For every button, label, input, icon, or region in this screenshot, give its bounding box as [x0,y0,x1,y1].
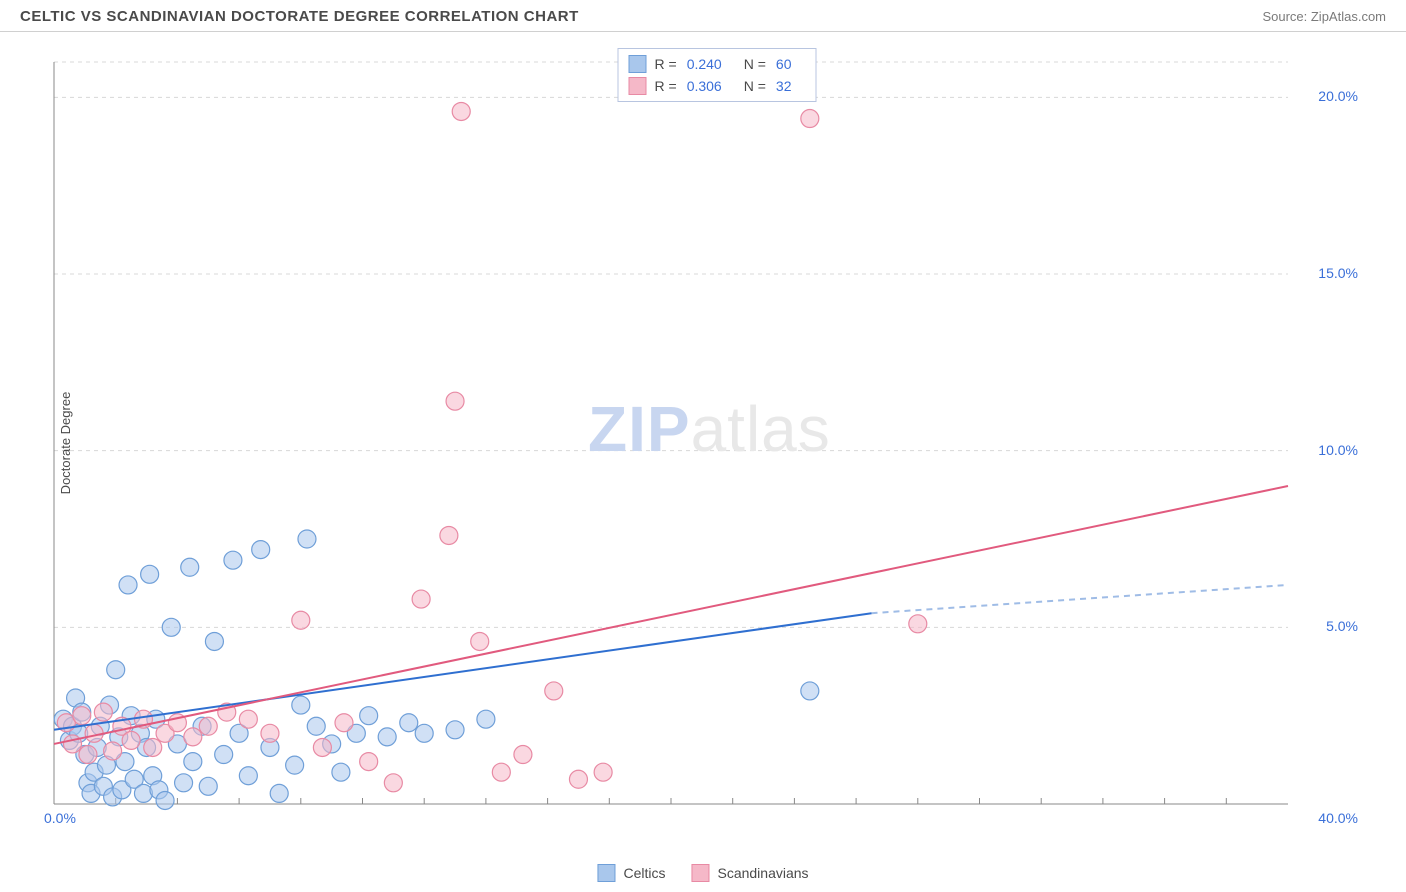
n-label: N = [744,53,766,75]
legend-item-scandinavians: Scandinavians [691,864,808,882]
r-label: R = [655,75,677,97]
legend-series: Celtics Scandinavians [597,864,808,882]
chart-source: Source: ZipAtlas.com [1262,9,1386,24]
y-tick-label: 5.0% [1326,618,1358,634]
y-axis-label: Doctorate Degree [58,392,73,495]
chart-header: CELTIC VS SCANDINAVIAN DOCTORATE DEGREE … [0,0,1406,32]
chart-area: Doctorate Degree ZIPatlas R = 0.240 N = … [48,42,1386,844]
legend-swatch-celtics [629,55,647,73]
chart-title: CELTIC VS SCANDINAVIAN DOCTORATE DEGREE … [20,8,579,25]
n-value: 60 [776,53,792,75]
y-tick-label: 15.0% [1318,265,1358,281]
legend-stats-row-celtics: R = 0.240 N = 60 [629,53,806,75]
legend-item-celtics: Celtics [597,864,665,882]
y-tick-label: 20.0% [1318,88,1358,104]
y-tick-label: 10.0% [1318,442,1358,458]
legend-stats: R = 0.240 N = 60 R = 0.306 N = 32 [618,48,817,102]
x-min-label: 0.0% [44,810,76,826]
r-value: 0.306 [687,75,722,97]
n-label: N = [744,75,766,97]
legend-label: Celtics [623,865,665,881]
r-value: 0.240 [687,53,722,75]
r-label: R = [655,53,677,75]
scatter-plot-svg [48,42,1348,822]
legend-swatch-scandinavians [629,77,647,95]
x-max-label: 40.0% [1318,810,1358,826]
legend-stats-row-scandinavians: R = 0.306 N = 32 [629,75,806,97]
n-value: 32 [776,75,792,97]
legend-swatch-celtics [597,864,615,882]
legend-label: Scandinavians [717,865,808,881]
legend-swatch-scandinavians [691,864,709,882]
